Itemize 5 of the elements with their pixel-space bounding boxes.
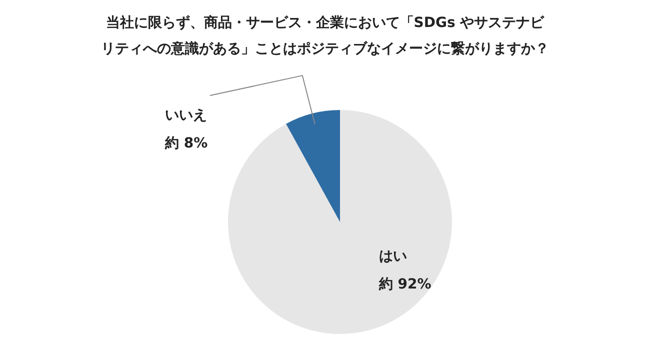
- data-label: 約 8%: [164, 135, 208, 152]
- title: 当社に限らず、商品・サービス・企業において「SDGs やサステナビリティへの意識がある」ことはポジティブなイメージに繋がりますか？: [100, 14, 550, 59]
- data-label: 約 92%: [378, 276, 432, 293]
- slice-label: いいえ: [165, 107, 207, 124]
- slice-label: はい: [378, 248, 407, 265]
